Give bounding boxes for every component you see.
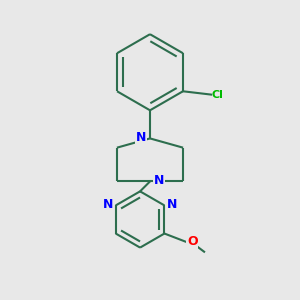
- Text: N: N: [167, 198, 177, 211]
- Text: Cl: Cl: [212, 90, 224, 100]
- Text: O: O: [187, 235, 198, 248]
- Text: N: N: [136, 130, 146, 144]
- Text: N: N: [154, 174, 164, 187]
- Text: N: N: [103, 198, 114, 211]
